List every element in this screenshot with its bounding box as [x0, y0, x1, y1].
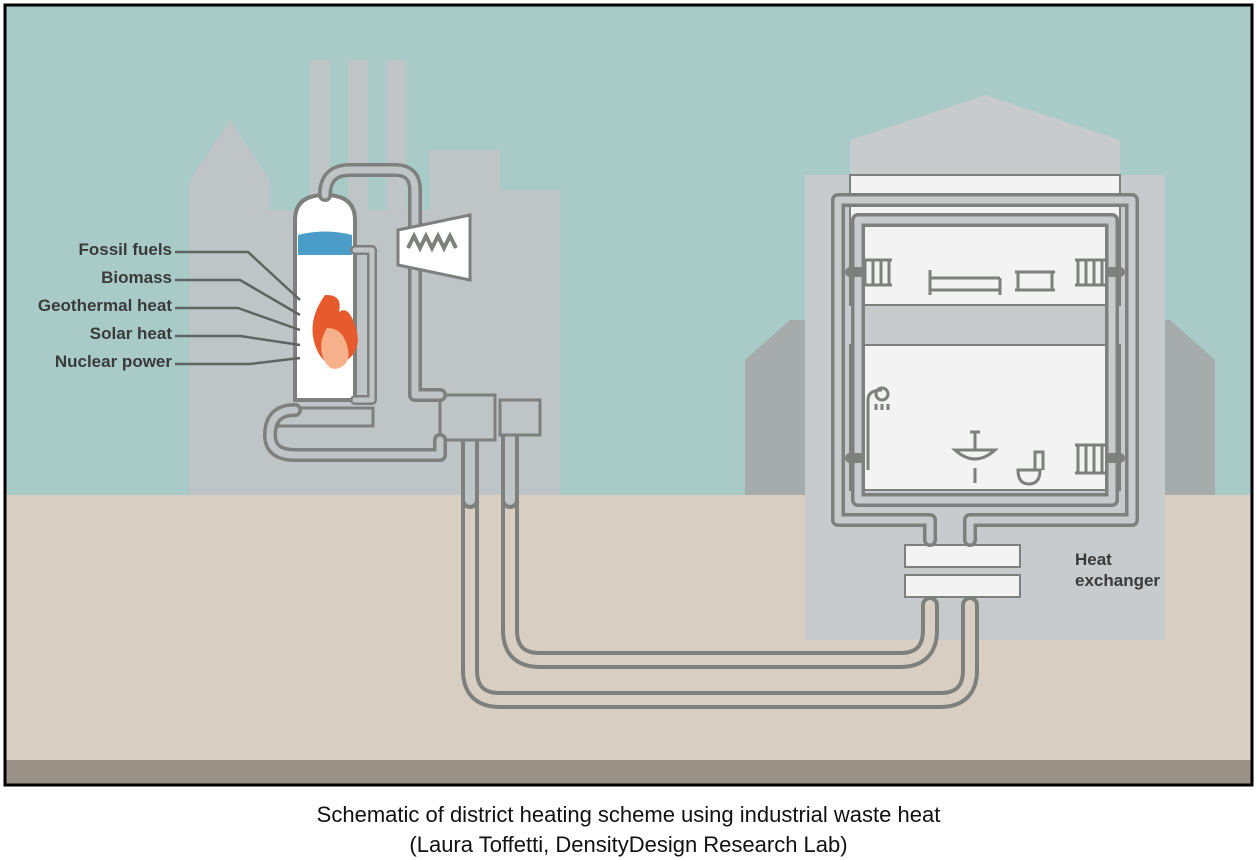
fuel-source-label: Biomass	[101, 268, 172, 287]
diagram-stage: Fossil fuels Biomass Geothermal heat Solar …	[0, 0, 1257, 860]
boiler-icon	[295, 195, 358, 400]
fuel-source-label: Fossil fuels	[78, 240, 172, 259]
svg-text:exchanger: exchanger	[1075, 571, 1160, 590]
fuel-source-label: Solar heat	[90, 324, 173, 343]
caption: Schematic of district heating scheme usi…	[0, 800, 1257, 859]
caption-line1: Schematic of district heating scheme usi…	[0, 800, 1257, 830]
caption-line2: (Laura Toffetti, DensityDesign Research …	[0, 830, 1257, 860]
fuel-source-label: Nuclear power	[55, 352, 173, 371]
diagram-svg: Fossil fuels Biomass Geothermal heat Solar …	[0, 0, 1257, 790]
ground-lower-strip	[5, 760, 1252, 785]
svg-text:Heat: Heat	[1075, 550, 1112, 569]
fuel-source-label: Geothermal heat	[38, 296, 172, 315]
